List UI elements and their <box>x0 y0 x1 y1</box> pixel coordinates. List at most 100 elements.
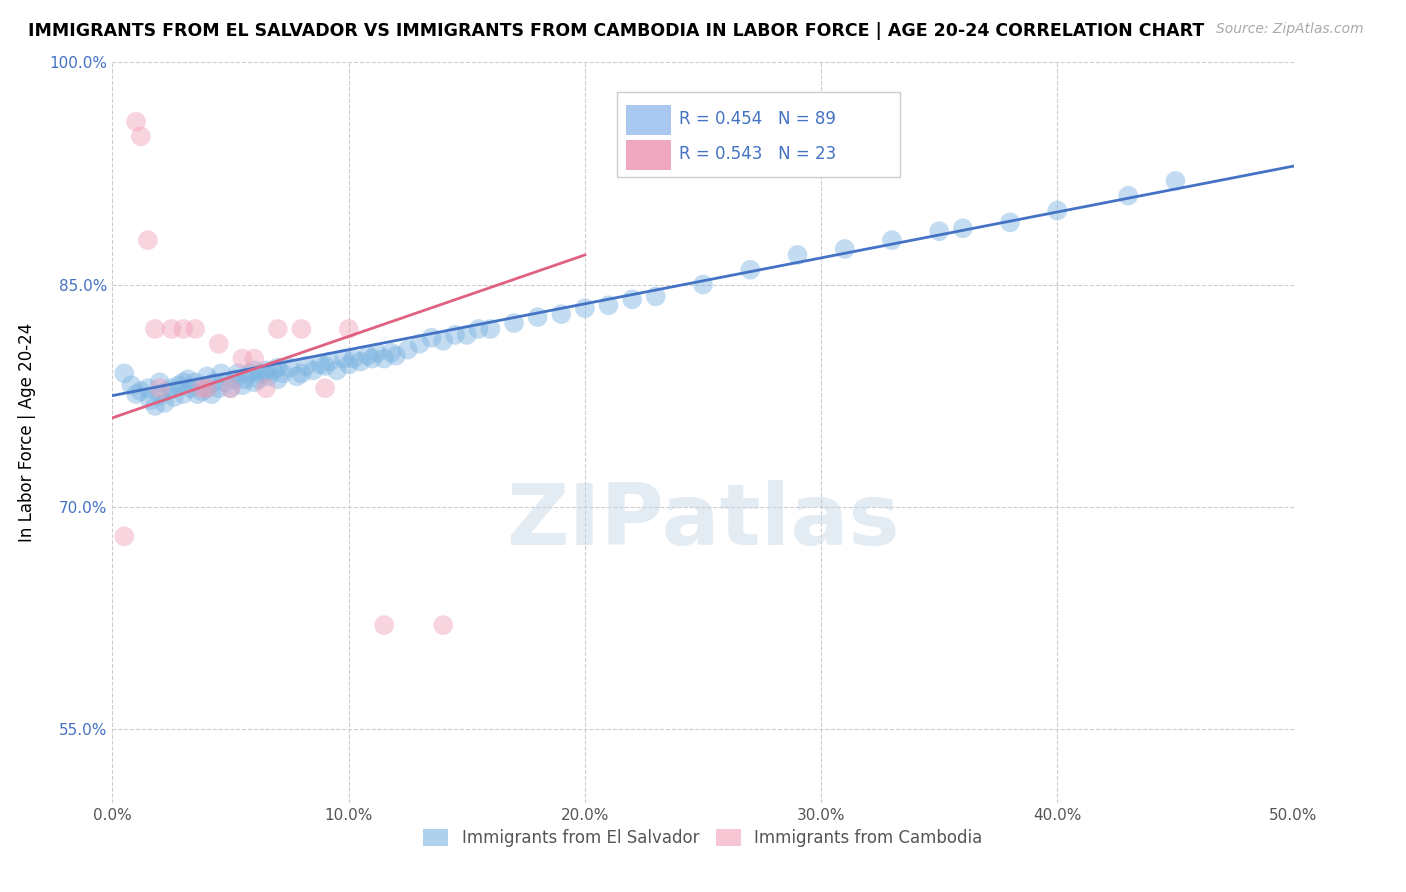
Point <box>149 389 172 403</box>
Point <box>224 372 246 386</box>
Point <box>191 381 214 395</box>
Point <box>184 322 207 336</box>
Point <box>432 618 454 632</box>
Point <box>136 381 159 395</box>
Point <box>202 376 225 390</box>
Point <box>125 387 148 401</box>
Point <box>285 369 308 384</box>
Point <box>491 811 513 825</box>
Point <box>444 327 467 342</box>
Point <box>366 345 388 359</box>
Point <box>1046 203 1069 218</box>
Point <box>952 221 974 235</box>
Point <box>337 322 360 336</box>
Point <box>153 396 176 410</box>
Point <box>243 351 266 366</box>
Point <box>139 392 162 407</box>
Point <box>231 351 253 366</box>
Point <box>143 399 166 413</box>
Point <box>160 322 183 336</box>
Point <box>129 384 152 399</box>
Point <box>290 367 312 381</box>
Point <box>456 327 478 342</box>
FancyBboxPatch shape <box>617 92 900 178</box>
Point <box>309 358 332 372</box>
Point <box>526 310 548 325</box>
Point <box>208 381 231 395</box>
Point <box>479 322 502 336</box>
Point <box>238 367 260 381</box>
Point <box>408 336 430 351</box>
Point <box>290 322 312 336</box>
Point <box>361 351 384 366</box>
Text: Source: ZipAtlas.com: Source: ZipAtlas.com <box>1216 22 1364 37</box>
Point <box>302 363 325 377</box>
Point <box>149 381 172 395</box>
Point <box>621 293 644 307</box>
Point <box>373 618 395 632</box>
Point <box>880 233 903 247</box>
Point <box>209 367 232 381</box>
Point <box>247 372 270 386</box>
Point <box>1164 174 1187 188</box>
Legend: Immigrants from El Salvador, Immigrants from Cambodia: Immigrants from El Salvador, Immigrants … <box>416 822 990 854</box>
Point <box>333 351 356 366</box>
Point <box>385 349 408 363</box>
Point <box>112 529 135 543</box>
Point <box>267 360 290 375</box>
Point <box>186 387 208 401</box>
Point <box>167 378 190 392</box>
Point <box>998 215 1021 229</box>
Point <box>231 378 253 392</box>
Text: IMMIGRANTS FROM EL SALVADOR VS IMMIGRANTS FROM CAMBODIA IN LABOR FORCE | AGE 20-: IMMIGRANTS FROM EL SALVADOR VS IMMIGRANT… <box>28 22 1205 40</box>
Point <box>278 360 301 375</box>
Point <box>295 359 318 373</box>
Point <box>172 376 194 390</box>
Point <box>928 224 950 238</box>
FancyBboxPatch shape <box>626 140 671 169</box>
Point <box>129 129 152 144</box>
Point <box>644 289 666 303</box>
Point <box>120 378 142 392</box>
Point <box>432 334 454 348</box>
Point <box>163 390 186 404</box>
Point <box>195 369 218 384</box>
Point <box>243 376 266 390</box>
Point <box>337 358 360 372</box>
Point <box>262 363 284 377</box>
Point <box>257 369 280 384</box>
Point <box>195 381 218 395</box>
Point <box>172 387 194 401</box>
Point <box>160 381 183 395</box>
Y-axis label: In Labor Force | Age 20-24: In Labor Force | Age 20-24 <box>18 323 35 542</box>
Point <box>208 336 231 351</box>
Point <box>598 298 620 312</box>
Point <box>550 307 572 321</box>
Point <box>201 387 224 401</box>
Point <box>342 351 364 366</box>
Point <box>740 262 762 277</box>
Point <box>179 381 201 395</box>
Point <box>373 351 395 366</box>
Point <box>136 233 159 247</box>
Point <box>172 322 194 336</box>
Point <box>267 372 290 386</box>
Point <box>319 354 342 368</box>
Point <box>467 322 489 336</box>
FancyBboxPatch shape <box>626 105 671 135</box>
Point <box>326 363 349 377</box>
Point <box>143 322 166 336</box>
Point <box>125 114 148 128</box>
Point <box>692 277 714 292</box>
Point <box>314 359 336 373</box>
Point <box>786 248 808 262</box>
Point <box>243 363 266 377</box>
Point <box>356 349 378 363</box>
Point <box>195 381 218 395</box>
Point <box>254 381 277 395</box>
Point <box>250 367 273 381</box>
Point <box>420 331 443 345</box>
Point <box>271 367 294 381</box>
Point <box>349 354 371 368</box>
Point <box>219 381 242 395</box>
